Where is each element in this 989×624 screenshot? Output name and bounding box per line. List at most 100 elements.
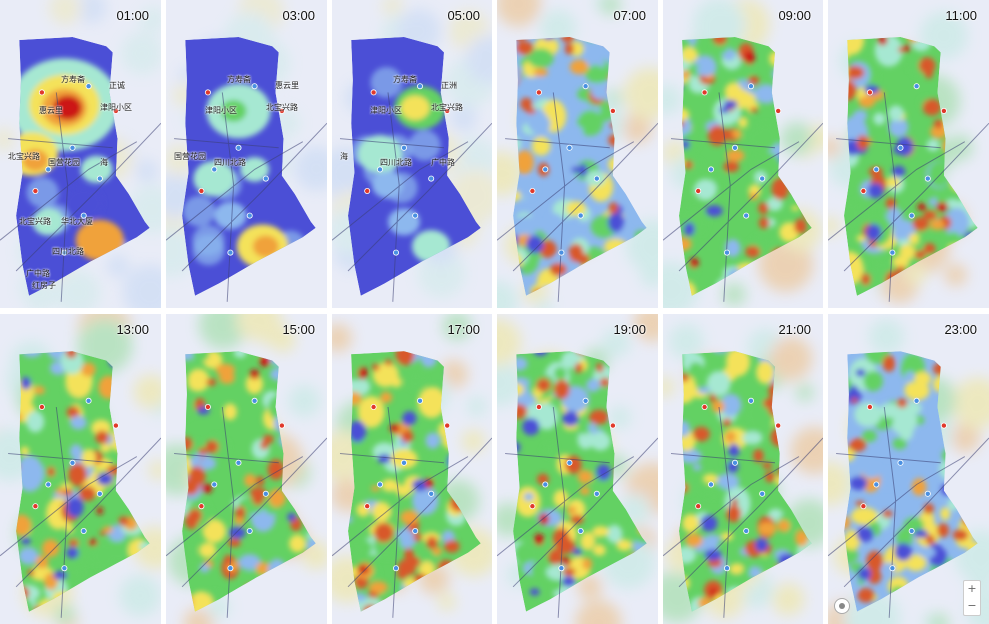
metro-station-icon (609, 422, 616, 429)
place-label: 广中路 (26, 269, 50, 278)
heatmap-panel-0100[interactable]: 01:00 方寿斋 正诚 惠云里 津阳小区 北宝兴路 国营花园海北宝兴路 华北大厦 四川北路 广中… (0, 0, 161, 308)
place-label: 国营花园 (48, 158, 80, 167)
heatmap-panel-1500[interactable]: 15:00 (166, 314, 327, 624)
place-label: 惠云里 (39, 106, 63, 115)
poi-pin-icon (412, 212, 419, 219)
road-network (0, 406, 161, 618)
poi-pin-icon (251, 397, 258, 404)
metro-station-icon (278, 107, 285, 114)
road-network (0, 92, 161, 302)
road-network (497, 406, 658, 618)
heatmap-panel-2300[interactable]: 23:00 + − (828, 314, 989, 624)
time-label: 01:00 (116, 8, 149, 23)
poi-pin-icon (251, 83, 258, 90)
poi-pin-icon (743, 527, 750, 534)
poi-pin-icon (246, 527, 253, 534)
poi-pin-icon (566, 459, 573, 466)
poi-pin-icon (401, 459, 408, 466)
metro-station-icon (695, 503, 702, 510)
district-heat (513, 37, 647, 296)
heatmap-panel-0900[interactable]: 09:00 (663, 0, 823, 308)
time-label: 13:00 (116, 322, 149, 337)
road-network (332, 92, 492, 302)
poi-pin-icon (85, 83, 92, 90)
metro-station-icon (112, 422, 119, 429)
poi-pin-icon (889, 249, 896, 256)
locate-icon[interactable] (834, 598, 850, 614)
road-network (332, 406, 492, 618)
metro-station-icon (364, 503, 371, 510)
time-label: 11:00 (945, 8, 977, 23)
metro-station-icon (701, 89, 708, 96)
zoom-in-button[interactable]: + (967, 582, 977, 595)
poi-pin-icon (908, 212, 915, 219)
poi-pin-icon (262, 490, 269, 497)
poi-pin-icon (246, 212, 253, 219)
place-label: 四川北路 (380, 158, 412, 167)
metro-station-icon (860, 187, 867, 194)
heatmap-canvas (332, 0, 492, 302)
heatmap-panel-1900[interactable]: 19:00 (497, 314, 658, 624)
metro-station-icon (775, 107, 782, 114)
poi-pin-icon (558, 565, 565, 572)
heatmap-panel-1100[interactable]: 11:00 (828, 0, 989, 308)
poi-markers (695, 397, 782, 572)
poi-pin-icon (759, 175, 766, 182)
poi-pin-icon (428, 490, 435, 497)
poi-markers (364, 83, 451, 256)
zoom-out-button[interactable]: − (967, 599, 977, 612)
road-network (663, 92, 823, 302)
district-heat (844, 37, 978, 296)
poi-pin-icon (913, 397, 920, 404)
poi-pin-icon (96, 175, 103, 182)
heatmap-panel-2100[interactable]: 21:00 (663, 314, 823, 624)
metro-station-icon (701, 404, 708, 411)
metro-station-icon (370, 89, 377, 96)
metro-station-icon (204, 404, 211, 411)
metro-station-icon (609, 107, 616, 114)
heatmap-panel-1300[interactable]: 13:00 (0, 314, 161, 624)
poi-markers (32, 83, 119, 256)
heatmap-panel-0700[interactable]: 07:00 (497, 0, 658, 308)
poi-pin-icon (593, 175, 600, 182)
time-label: 17:00 (447, 322, 480, 337)
metro-station-icon (32, 187, 39, 194)
metro-station-icon (204, 89, 211, 96)
poi-pin-icon (759, 490, 766, 497)
poi-pin-icon (401, 144, 408, 151)
road-network (166, 92, 327, 302)
poi-pin-icon (417, 397, 424, 404)
time-label: 21:00 (778, 322, 811, 337)
place-label: 北宝兴路 (266, 103, 298, 112)
metro-station-icon (529, 187, 536, 194)
poi-pin-icon (724, 249, 731, 256)
metro-station-icon (860, 503, 867, 510)
heatmap-panel-1700[interactable]: 17:00 (332, 314, 492, 624)
poi-pin-icon (889, 565, 896, 572)
metro-station-icon (444, 422, 451, 429)
heatmap-panel-0300[interactable]: 03:00 方寿斋 惠云里 津阳小区 北宝兴路 国营花园 四川北路 (166, 0, 327, 308)
poi-pin-icon (85, 397, 92, 404)
poi-pin-icon (69, 144, 76, 151)
road-network (663, 406, 823, 618)
place-label: 方寿斋 (393, 75, 417, 84)
metro-station-icon (529, 503, 536, 510)
time-label: 19:00 (613, 322, 646, 337)
heatmap-canvas (332, 314, 492, 618)
poi-pin-icon (211, 481, 218, 488)
poi-pin-icon (748, 83, 755, 90)
heatmap-canvas (166, 0, 327, 302)
poi-pin-icon (873, 481, 880, 488)
poi-pin-icon (708, 166, 715, 173)
metro-station-icon (198, 503, 205, 510)
metro-station-icon (370, 404, 377, 411)
heatmap-panel-0500[interactable]: 05:00 方寿斋 正洲 津阳小区 北宝兴路海四川北路 广中路 (332, 0, 492, 308)
time-label: 09:00 (778, 8, 811, 23)
poi-pin-icon (558, 249, 565, 256)
place-label: 正诚 (109, 81, 125, 90)
place-label: 四川北路 (214, 158, 246, 167)
poi-pin-icon (61, 565, 68, 572)
poi-pin-icon (577, 212, 584, 219)
place-label: 正洲 (441, 81, 457, 90)
